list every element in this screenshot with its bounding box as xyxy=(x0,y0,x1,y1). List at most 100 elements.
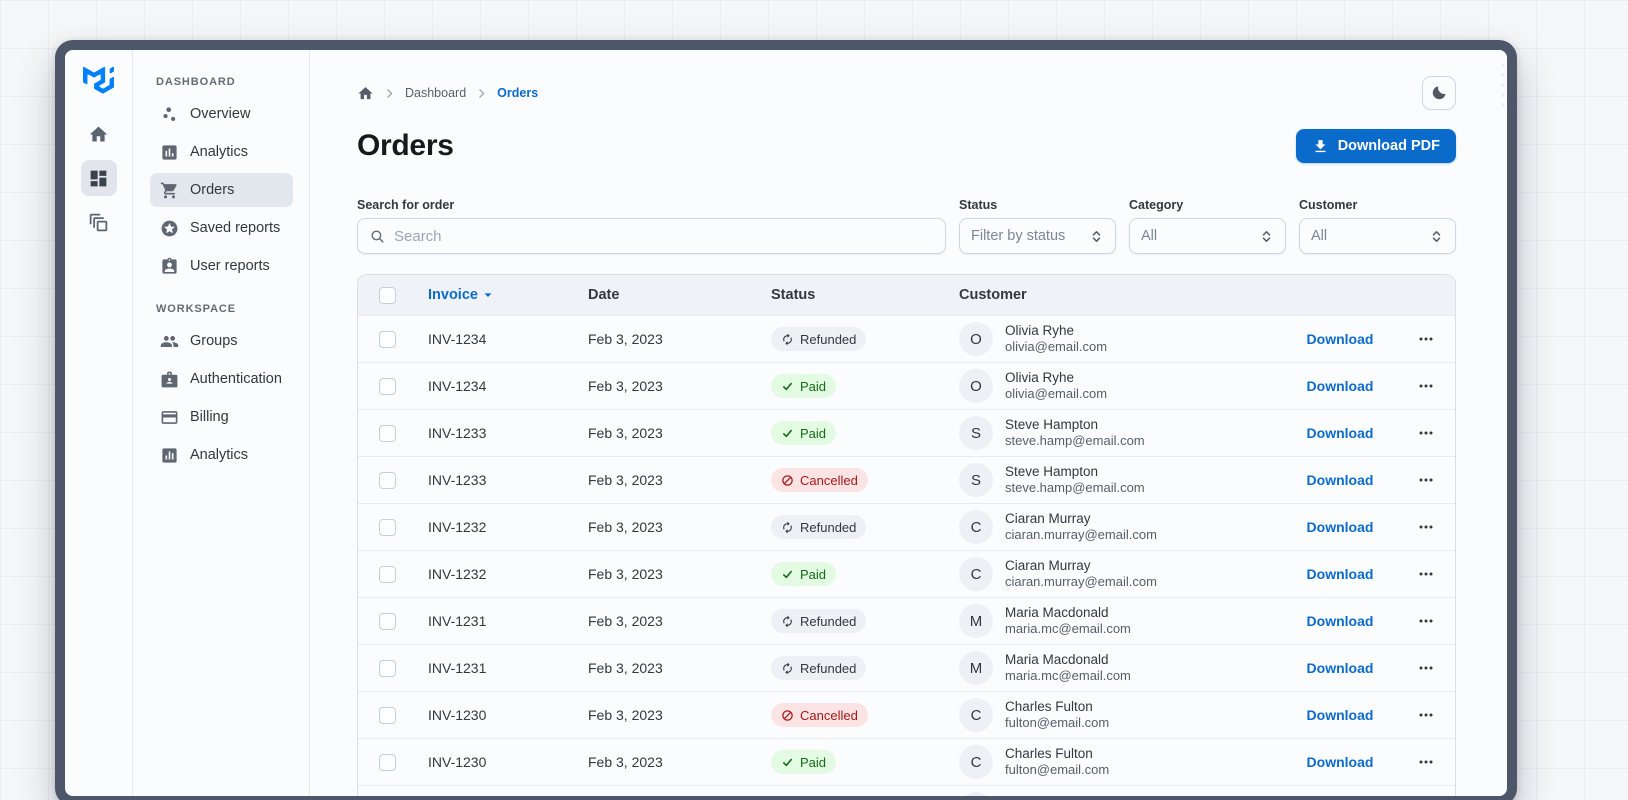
status-cell: Refunded xyxy=(759,515,947,539)
avatar xyxy=(959,792,993,796)
customer-select[interactable]: All xyxy=(1299,218,1456,254)
ellipsis-menu-button[interactable] xyxy=(1416,376,1436,396)
row-checkbox[interactable] xyxy=(378,565,396,583)
download-link[interactable]: Download xyxy=(1306,754,1374,770)
customer-email: maria.mc@email.com xyxy=(1005,668,1131,684)
download-link[interactable]: Download xyxy=(1306,472,1374,488)
customer-name: Olivia Ryhe xyxy=(1005,369,1075,385)
download-link[interactable]: Download xyxy=(1306,566,1374,582)
layers-rail-button[interactable] xyxy=(81,204,117,240)
download-link[interactable]: Download xyxy=(1306,331,1374,347)
table-row: INV-1231 Feb 3, 2023 Refunded M Maria Macdon… xyxy=(358,644,1455,691)
download-link[interactable]: Download xyxy=(1306,425,1374,441)
row-checkbox[interactable] xyxy=(378,471,396,489)
search-label: Search for order xyxy=(357,198,455,212)
moon-icon xyxy=(1430,84,1448,102)
status-label: Paid xyxy=(800,754,827,770)
dashboard-grid-rail-button[interactable] xyxy=(80,160,117,196)
status-cell: Paid xyxy=(759,374,947,398)
customer-email: fulton@email.com xyxy=(1005,762,1110,778)
sidebar-item-label: Analytics xyxy=(190,144,249,160)
column-header-invoice[interactable]: Invoice xyxy=(416,286,576,304)
row-checkbox[interactable] xyxy=(378,706,396,724)
avatar: C xyxy=(959,745,993,779)
sidebar-item-analytics[interactable]: Analytics xyxy=(150,438,293,472)
credit-card-icon xyxy=(160,408,179,427)
breadcrumb-dashboard-link[interactable]: Dashboard xyxy=(405,86,467,100)
ellipsis-menu-button[interactable] xyxy=(1416,329,1436,349)
sidebar-item-analytics[interactable]: Analytics xyxy=(150,135,293,169)
search-box xyxy=(357,218,946,254)
mui-logo-icon[interactable] xyxy=(83,66,114,94)
sidebar-item-saved-reports[interactable]: Saved reports xyxy=(150,211,293,245)
download-link[interactable]: Download xyxy=(1306,613,1374,629)
download-pdf-button[interactable]: Download PDF xyxy=(1295,129,1456,163)
date-cell: Feb 3, 2023 xyxy=(588,331,663,347)
status-cell: Paid xyxy=(759,562,947,586)
shopping-cart-icon xyxy=(160,181,179,200)
select-all-checkbox[interactable] xyxy=(378,286,396,304)
sidebar-item-orders[interactable]: Orders xyxy=(150,173,293,207)
avatar: M xyxy=(959,604,993,638)
check-icon xyxy=(781,568,794,581)
category-select[interactable]: All xyxy=(1129,218,1286,254)
row-checkbox[interactable] xyxy=(378,753,396,771)
download-link[interactable]: Download xyxy=(1306,660,1374,676)
sidebar-item-authentication[interactable]: Authentication xyxy=(150,362,293,396)
status-label: Refunded xyxy=(800,660,857,676)
ellipsis-menu-button[interactable] xyxy=(1416,517,1436,537)
sidebar-item-label: User reports xyxy=(190,258,270,274)
table-row: INV-1234 Feb 3, 2023 Paid O Olivia Ryhe olivi… xyxy=(358,362,1455,409)
status-chip: Refunded xyxy=(771,656,867,680)
select-chevrons-icon xyxy=(1259,229,1274,244)
status-label: Paid xyxy=(800,425,827,441)
ellipsis-menu-button[interactable] xyxy=(1416,423,1436,443)
sidebar-item-label: Orders xyxy=(190,182,235,198)
sidebar-item-billing[interactable]: Billing xyxy=(150,400,293,434)
customer-cell: M Maria Macdonald maria.mc@email.com xyxy=(947,604,1271,638)
search-icon xyxy=(369,228,386,245)
row-checkbox[interactable] xyxy=(378,659,396,677)
status-select[interactable]: Filter by status xyxy=(959,218,1116,254)
ellipsis-menu-button[interactable] xyxy=(1416,564,1436,584)
nav-section: DASHBOARD Overview Analytics Orders Saved re… xyxy=(150,76,293,283)
row-checkbox[interactable] xyxy=(378,424,396,442)
row-checkbox[interactable] xyxy=(378,330,396,348)
ellipsis-menu-button[interactable] xyxy=(1416,752,1436,772)
customer-name: Ciaran Murray xyxy=(1005,557,1091,573)
sidebar-item-user-reports[interactable]: User reports xyxy=(150,249,293,283)
date-cell: Feb 3, 2023 xyxy=(588,660,663,676)
ellipsis-menu-button[interactable] xyxy=(1416,470,1436,490)
download-link[interactable]: Download xyxy=(1306,707,1374,723)
sidebar-item-overview[interactable]: Overview xyxy=(150,97,293,131)
search-input[interactable] xyxy=(394,227,934,245)
home-rail-button[interactable] xyxy=(81,116,117,152)
window-scrollbar[interactable] xyxy=(1501,63,1505,107)
chart-box-icon xyxy=(160,446,179,465)
row-checkbox[interactable] xyxy=(378,377,396,395)
ellipsis-menu-button[interactable] xyxy=(1416,705,1436,725)
sidebar-item-label: Billing xyxy=(190,409,229,425)
color-scheme-toggle-button[interactable] xyxy=(1422,76,1456,110)
category-filter-label: Category xyxy=(1129,198,1184,212)
nav-section-title: DASHBOARD xyxy=(156,76,236,88)
status-filter-field: Status Filter by status xyxy=(959,198,1116,254)
download-link[interactable]: Download xyxy=(1306,519,1374,535)
select-chevrons-icon xyxy=(1089,229,1104,244)
row-checkbox[interactable] xyxy=(378,518,396,536)
sidebar-item-label: Analytics xyxy=(190,447,249,463)
row-checkbox[interactable] xyxy=(378,612,396,630)
ellipsis-menu-button[interactable] xyxy=(1416,658,1436,678)
invoice-cell: INV-1231 xyxy=(428,660,487,676)
avatar: O xyxy=(959,322,993,356)
download-link[interactable]: Download xyxy=(1306,378,1374,394)
invoice-cell: INV-1233 xyxy=(428,425,487,441)
sidebar-item-groups[interactable]: Groups xyxy=(150,324,293,358)
home-breadcrumb-icon[interactable] xyxy=(357,85,374,102)
customer-name: Steve Hampton xyxy=(1005,463,1099,479)
avatar: C xyxy=(959,510,993,544)
ellipsis-menu-button[interactable] xyxy=(1416,611,1436,631)
dashboard-grid-icon xyxy=(88,168,109,189)
check-icon xyxy=(781,427,794,440)
status-cell: Refunded xyxy=(759,609,947,633)
